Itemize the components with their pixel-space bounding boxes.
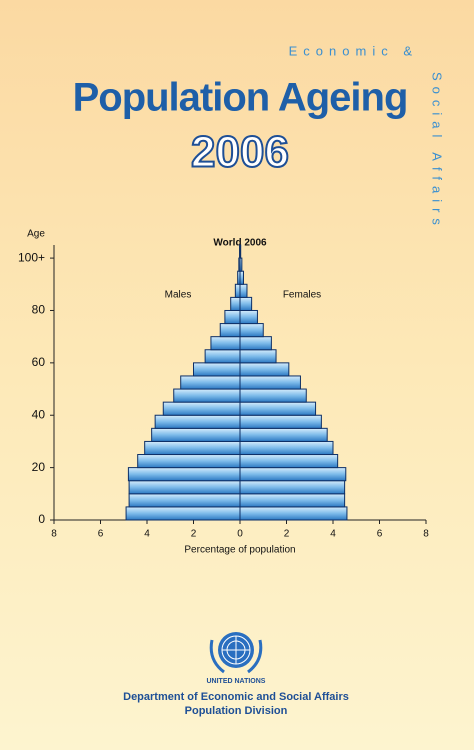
bar (138, 455, 240, 468)
bar (240, 337, 271, 350)
bar (126, 507, 240, 520)
bar (240, 350, 276, 363)
bar (240, 297, 252, 310)
series-name: Economic & (289, 43, 418, 58)
bar (163, 402, 240, 415)
division: Population Division (185, 705, 288, 717)
bar (240, 376, 300, 389)
bar (240, 428, 327, 441)
legend-label: Females (283, 290, 321, 301)
y-tick-label: 60 (32, 355, 46, 369)
department: Department of Economic and Social Affair… (123, 691, 349, 703)
legend-label: Males (165, 290, 192, 301)
x-tick-label: 2 (284, 529, 290, 540)
x-tick-label: 8 (51, 529, 57, 540)
x-tick-label: 2 (191, 529, 197, 540)
bar (225, 310, 240, 323)
bar (240, 402, 316, 415)
bar (211, 337, 240, 350)
x-tick-label: 6 (98, 529, 104, 540)
x-tick-label: 4 (330, 529, 336, 540)
bar (235, 284, 240, 297)
bar (240, 507, 347, 520)
bar (220, 324, 240, 337)
bar (145, 441, 240, 454)
bar (240, 441, 333, 454)
x-tick-label: 0 (237, 529, 243, 540)
x-tick-label: 6 (377, 529, 383, 540)
bar (240, 389, 306, 402)
y-tick-label: 100+ (18, 250, 45, 264)
bar (240, 363, 289, 376)
x-axis-label: Percentage of population (184, 545, 295, 556)
emblem-text: UNITED NATIONS (207, 678, 266, 685)
bar (129, 494, 240, 507)
bar (194, 363, 241, 376)
bar (240, 245, 241, 258)
series-name-vertical: Social Affairs (430, 72, 445, 231)
bar (240, 481, 345, 494)
y-tick-label: 80 (32, 303, 46, 317)
bar (240, 284, 247, 297)
y-axis-label: Age (27, 229, 45, 240)
bar (231, 297, 240, 310)
bar (155, 415, 240, 428)
y-tick-label: 40 (32, 407, 46, 421)
bar (129, 481, 240, 494)
bar (240, 468, 346, 481)
bar (205, 350, 240, 363)
bar (181, 376, 240, 389)
bar (240, 455, 338, 468)
bar (240, 310, 257, 323)
y-tick-label: 20 (32, 460, 46, 474)
x-tick-label: 4 (144, 529, 150, 540)
bar (240, 415, 321, 428)
x-tick-label: 8 (423, 529, 429, 540)
bar (174, 389, 240, 402)
bar (240, 271, 243, 284)
bar (152, 428, 240, 441)
y-tick-label: 0 (38, 512, 45, 526)
bar (128, 468, 240, 481)
title: Population Ageing (73, 76, 408, 120)
year: 2006 (191, 128, 289, 177)
bar (240, 494, 345, 507)
bar (240, 324, 263, 337)
